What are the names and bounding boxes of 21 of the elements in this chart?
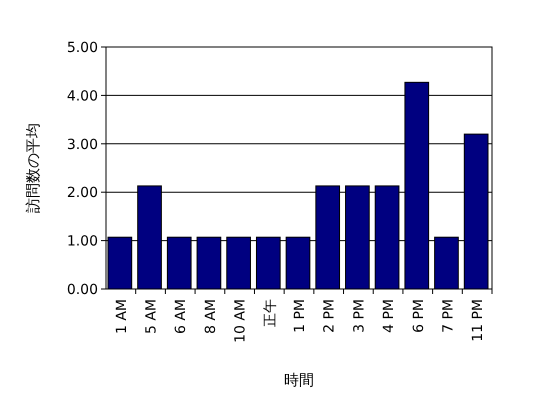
y-tick-label: 2.00 — [66, 185, 98, 202]
x-axis-title: 時間 — [284, 371, 314, 389]
y-axis-title: 訪問数の平均 — [24, 123, 42, 213]
x-tick-label: 5 AM — [144, 299, 160, 334]
x-tick-label: 6 PM — [410, 299, 427, 333]
y-tick-label: 4.00 — [66, 88, 98, 104]
y-tick-label: 0.00 — [66, 282, 98, 298]
x-tick-label: 3 PM — [351, 299, 368, 333]
x-tick-label: 8 AM — [202, 299, 219, 334]
x-tick-label: 11 PM — [470, 299, 486, 342]
x-tick-label: 正午 — [262, 299, 278, 327]
y-tick-label: 1.00 — [66, 234, 98, 250]
x-tick-label: 1 AM — [114, 299, 130, 334]
y-tick-label: 3.00 — [66, 136, 98, 153]
x-tick-label: 7 PM — [440, 299, 456, 333]
x-tick-label: 10 AM — [232, 299, 249, 343]
y-tick-label: 5.00 — [66, 40, 98, 56]
x-tick-label: 1 PM — [292, 299, 308, 333]
x-tick-label: 2 PM — [322, 299, 338, 333]
x-tick-label: 6 AM — [173, 299, 190, 334]
x-tick-label: 4 PM — [381, 299, 398, 333]
